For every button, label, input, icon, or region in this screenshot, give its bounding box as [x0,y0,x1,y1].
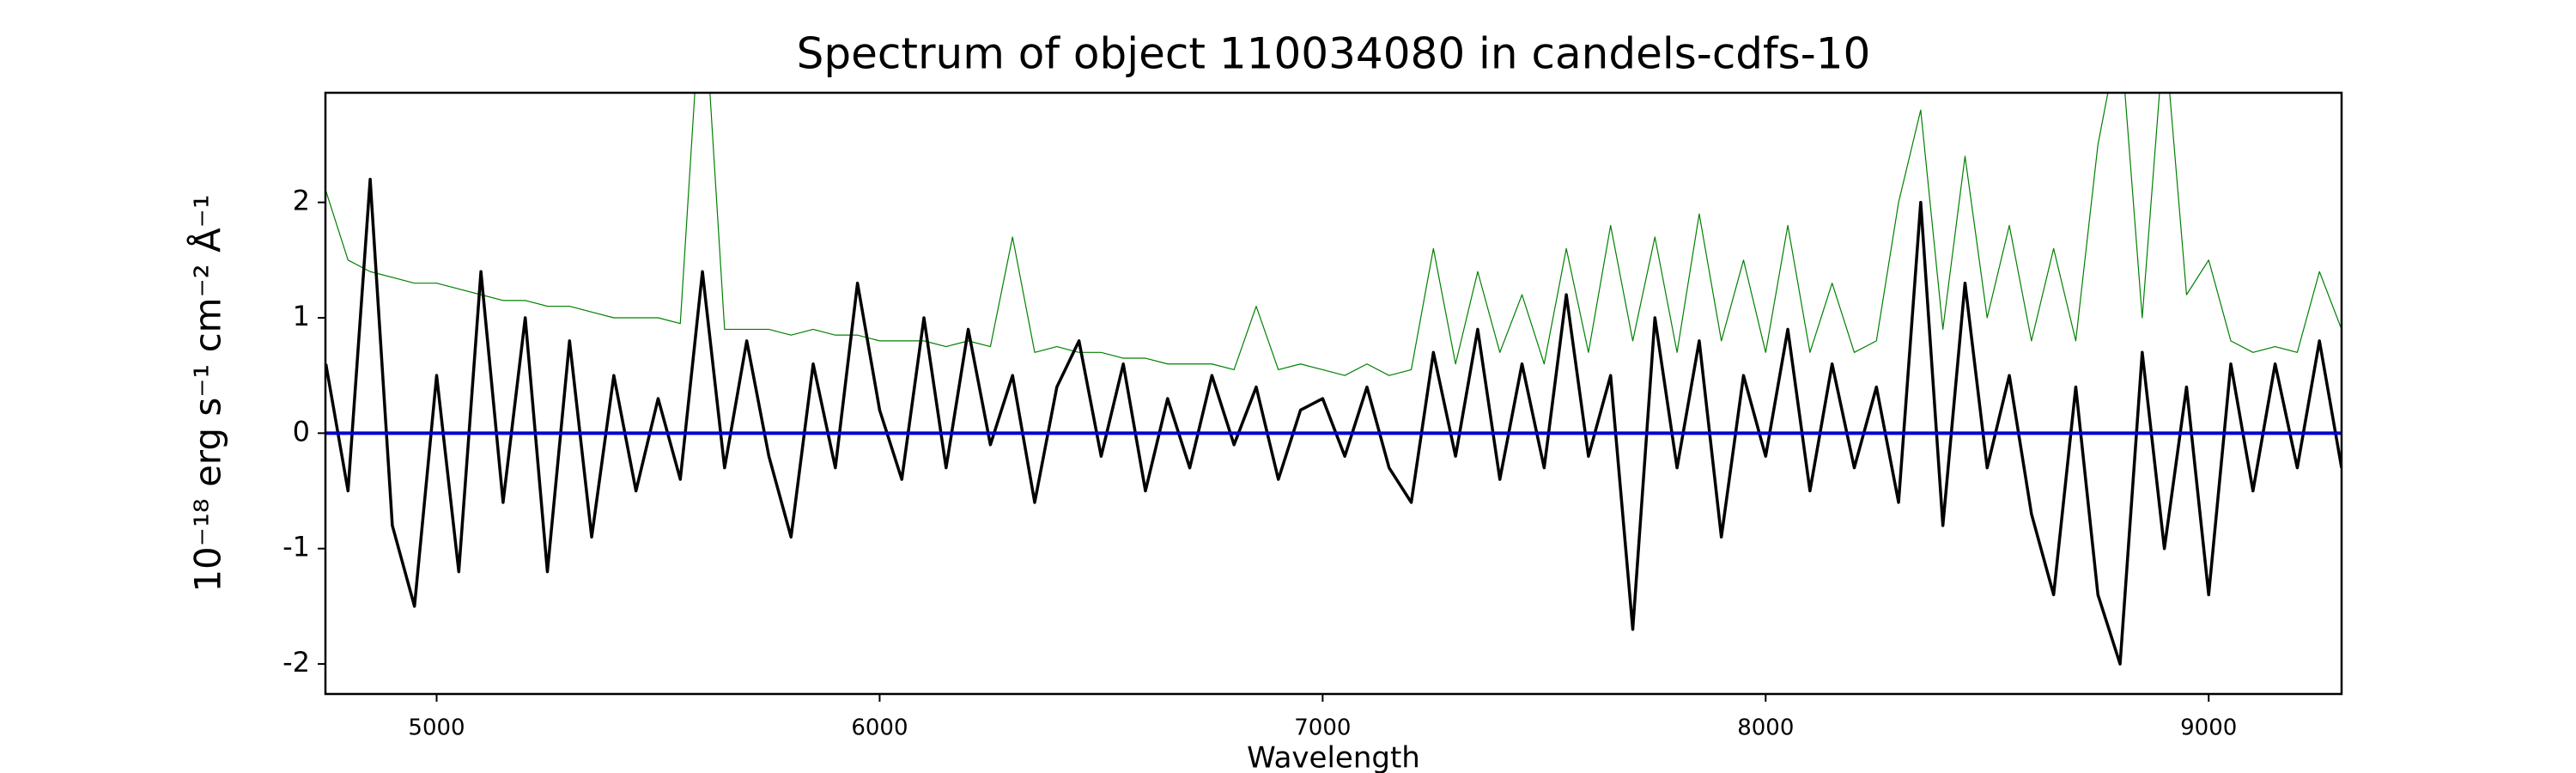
y-tick-label: -1 [283,531,310,563]
y-tick-label: 2 [293,185,310,217]
x-tick-label: 8000 [1737,715,1794,741]
plot-area [325,93,2342,666]
x-tick-label: 9000 [2180,715,2237,741]
spectrum-line [325,93,2342,376]
x-tick-label: 5000 [408,715,465,741]
y-tick-label: 0 [293,415,310,447]
x-tick-label: 6000 [851,715,908,741]
y-axis-label: 10⁻¹⁸ erg s⁻¹ cm⁻² Å⁻¹ [186,194,229,592]
spectrum-line [325,178,2342,666]
chart-title: Spectrum of object 110034080 in candels-… [797,29,1871,79]
x-axis-label: Wavelength [1247,741,1420,773]
y-tick-label: -2 [283,646,310,679]
plot-frame [324,91,2343,696]
x-tick-label: 7000 [1294,715,1351,741]
y-tick-label: 1 [293,300,310,332]
